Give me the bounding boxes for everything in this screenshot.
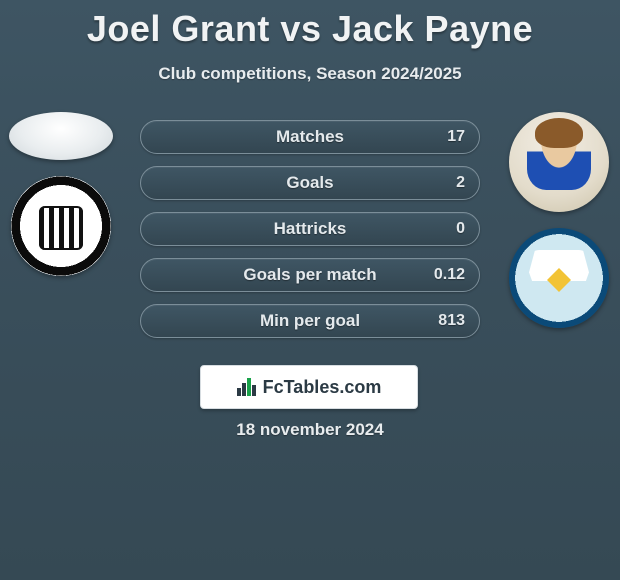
- source-badge: FcTables.com: [200, 365, 418, 409]
- comparison-card: Joel Grant vs Jack Payne Club competitio…: [0, 0, 620, 580]
- stat-label: Goals: [286, 173, 333, 193]
- stat-right-value: 17: [447, 128, 465, 146]
- player-right-column: [504, 112, 614, 328]
- club-left-badge: [11, 176, 111, 276]
- stat-row: Hattricks 0: [140, 212, 480, 246]
- stat-right-value: 2: [456, 174, 465, 192]
- stat-right-value: 813: [438, 312, 465, 330]
- stats-rows: Matches 17 Goals 2 Hattricks 0 Goals per…: [140, 120, 480, 350]
- stat-row: Matches 17: [140, 120, 480, 154]
- source-text: FcTables.com: [263, 377, 382, 398]
- stat-right-value: 0: [456, 220, 465, 238]
- stat-label: Goals per match: [243, 265, 376, 285]
- stat-label: Min per goal: [260, 311, 360, 331]
- stat-row: Goals per match 0.12: [140, 258, 480, 292]
- player-right-avatar: [509, 112, 609, 212]
- stat-right-value: 0.12: [434, 266, 465, 284]
- page-subtitle: Club competitions, Season 2024/2025: [0, 64, 620, 84]
- club-right-badge: [509, 228, 609, 328]
- page-title: Joel Grant vs Jack Payne: [0, 0, 620, 50]
- stat-label: Hattricks: [274, 219, 347, 239]
- stat-label: Matches: [276, 127, 344, 147]
- source-logo: FcTables.com: [237, 377, 382, 398]
- player-left-column: [6, 112, 116, 276]
- bars-icon: [237, 378, 259, 396]
- stat-row: Goals 2: [140, 166, 480, 200]
- player-left-avatar: [9, 112, 113, 160]
- card-date: 18 november 2024: [0, 420, 620, 440]
- stat-row: Min per goal 813: [140, 304, 480, 338]
